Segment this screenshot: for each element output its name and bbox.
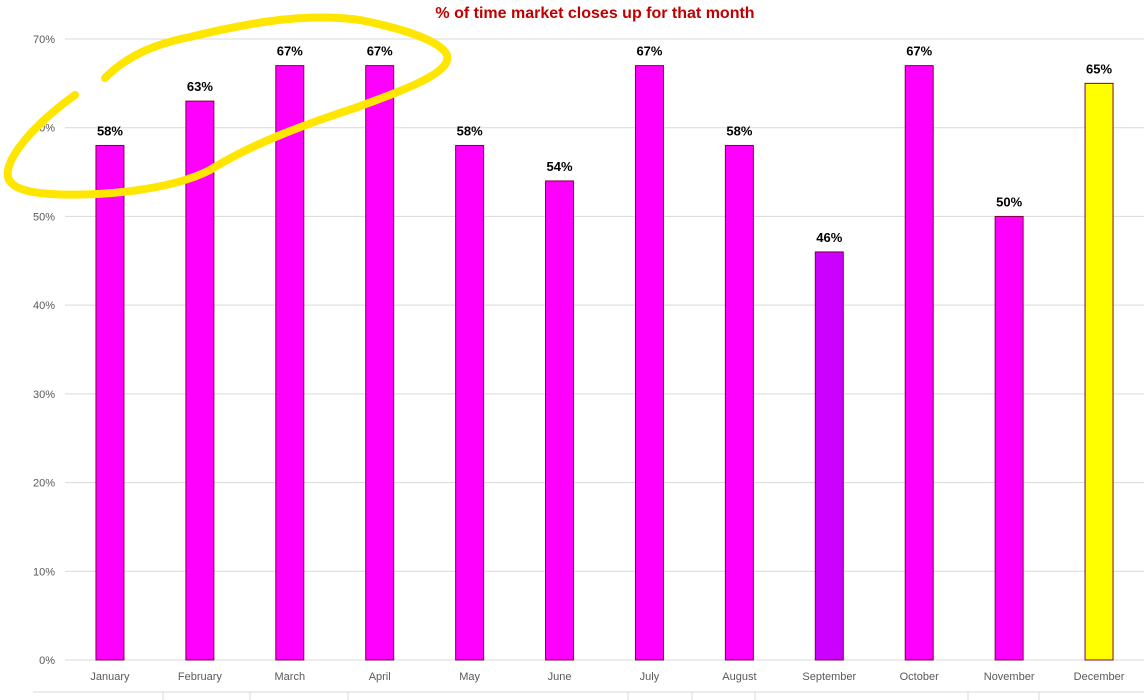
x-tick-label-october: October: [900, 671, 939, 683]
bar-june: [545, 180, 575, 661]
bar-january: [95, 144, 125, 661]
bar-november: [994, 215, 1024, 661]
x-tick-label-november: November: [984, 671, 1035, 683]
data-label-october: 67%: [906, 44, 932, 59]
data-label-march: 67%: [277, 44, 303, 59]
y-tick-label: 0%: [39, 655, 55, 667]
bar-december: [1084, 82, 1114, 661]
data-label-february: 63%: [187, 79, 213, 94]
x-tick-label-february: February: [178, 671, 223, 683]
x-tick-label-september: September: [802, 671, 856, 683]
gridlines: [65, 38, 1144, 661]
x-tick-label-june: June: [548, 671, 572, 683]
y-tick-label: 20%: [33, 478, 55, 490]
bar-july: [634, 65, 664, 661]
y-tick-label: 70%: [33, 34, 55, 46]
x-tick-label-december: December: [1074, 671, 1125, 683]
x-tick-label-march: March: [275, 671, 306, 683]
bar-october: [904, 65, 934, 661]
y-tick-label: 50%: [33, 211, 55, 223]
highlight-circle-annotation: [3, 13, 452, 199]
data-label-may: 58%: [457, 123, 483, 138]
bar-september: [814, 251, 844, 661]
bar-april: [365, 65, 395, 661]
bar-march: [275, 65, 305, 661]
data-label-july: 67%: [636, 44, 662, 59]
y-tick-label: 30%: [33, 389, 55, 401]
chart-title: % of time market closes up for that mont…: [435, 5, 754, 22]
data-labels: 58% 63% 67% 67% 58% 54% 67% 58% 46% 67% 50% 65%: [97, 44, 1113, 245]
bar-august: [724, 144, 754, 661]
x-tick-label-may: May: [459, 671, 480, 683]
data-label-august: 58%: [726, 123, 752, 138]
y-axis-tick-labels: 0%10%20%30%40%50%60%70%: [33, 34, 55, 667]
x-tick-label-january: January: [90, 671, 130, 683]
x-tick-label-august: August: [722, 671, 756, 683]
data-label-september: 46%: [816, 230, 842, 245]
y-tick-label: 40%: [33, 300, 55, 312]
y-tick-label: 10%: [33, 566, 55, 578]
data-label-november: 50%: [996, 194, 1022, 209]
data-label-june: 54%: [547, 159, 573, 174]
category-axis-frame: [33, 691, 1144, 700]
x-tick-label-april: April: [369, 671, 391, 683]
x-axis-tick-labels: January February March April May June July Augu…: [90, 671, 1124, 683]
data-label-december: 65%: [1086, 61, 1112, 76]
x-tick-label-july: July: [640, 671, 660, 683]
data-label-january: 58%: [97, 123, 123, 138]
bar-february: [185, 100, 215, 661]
bars: [95, 65, 1114, 661]
data-label-april: 67%: [367, 44, 393, 59]
bar-may: [455, 144, 485, 661]
